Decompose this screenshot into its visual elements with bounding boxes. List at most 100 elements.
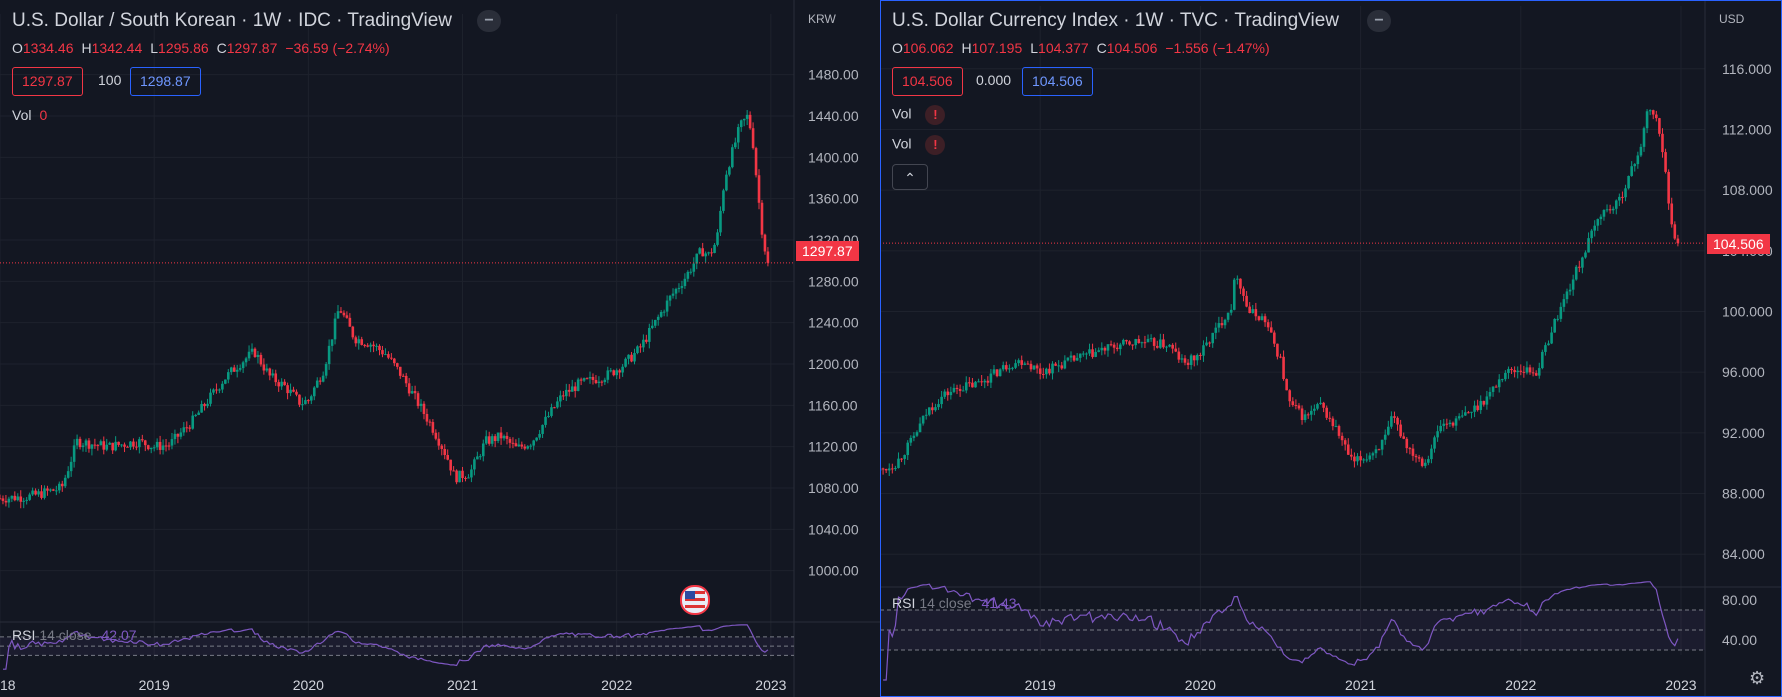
candle-body xyxy=(1664,152,1667,172)
candle-body xyxy=(1464,412,1467,416)
candle-body xyxy=(241,362,245,369)
candle-body xyxy=(1078,353,1082,358)
candle-body xyxy=(1414,455,1418,458)
candle-body xyxy=(961,390,965,392)
candle-body xyxy=(1655,114,1658,119)
usdkrw-chart[interactable]: 1480.001440.001400.001360.001320.001280.… xyxy=(0,0,880,697)
candle-body xyxy=(514,443,518,447)
candle-body xyxy=(1645,111,1649,129)
candle-body xyxy=(1140,342,1144,344)
volume-legend[interactable]: Vol 0 xyxy=(12,107,47,123)
candle-body xyxy=(943,391,946,397)
candle-body xyxy=(25,499,28,501)
candle-body xyxy=(212,389,215,393)
candle-body xyxy=(1220,323,1224,326)
candle-body xyxy=(206,403,209,407)
collapse-legend-icon[interactable]: − xyxy=(1367,10,1391,32)
buy-price-button[interactable]: 104.506 xyxy=(1022,67,1093,96)
candle-body xyxy=(1032,365,1036,370)
y-tick-label: 1280.00 xyxy=(808,273,859,289)
rsi-legend[interactable]: RSI 14 close 41.43 xyxy=(892,595,1017,611)
candle-body xyxy=(505,435,509,439)
candle-body xyxy=(958,389,962,391)
candle-body xyxy=(1581,257,1584,268)
candle-body xyxy=(283,381,286,386)
candle-body xyxy=(464,478,467,480)
candle-body xyxy=(401,375,405,377)
candle-body xyxy=(22,500,26,502)
candle-body xyxy=(725,174,728,191)
candle-body xyxy=(345,315,349,318)
candle-body xyxy=(440,445,444,449)
candle-body xyxy=(909,437,913,443)
collapse-indicators-button[interactable]: ⌃ xyxy=(892,164,928,190)
warning-icon[interactable]: ! xyxy=(925,105,946,125)
candle-body xyxy=(96,444,100,446)
candle-body xyxy=(1254,309,1258,317)
candle-body xyxy=(1313,408,1316,411)
buy-price-button[interactable]: 1298.87 xyxy=(130,67,201,96)
candle-body xyxy=(897,458,900,468)
dxy-chart[interactable]: 116.000112.000108.000104.000100.00096.00… xyxy=(880,0,1782,697)
candle-body xyxy=(1390,416,1393,427)
sell-price-button[interactable]: 104.506 xyxy=(892,67,963,96)
candle-body xyxy=(422,403,426,415)
currency-label[interactable]: USD xyxy=(1719,12,1745,26)
candle-body xyxy=(490,436,494,444)
candle-body xyxy=(1445,423,1449,425)
us-flag-event-icon[interactable] xyxy=(680,585,710,615)
open-value: 1334.46 xyxy=(22,40,74,56)
sell-price-button[interactable]: 1297.87 xyxy=(12,67,83,96)
y-tick-label: 88.000 xyxy=(1722,486,1765,502)
candle-body xyxy=(470,469,473,478)
candle-body xyxy=(1072,355,1076,361)
warning-icon[interactable]: ! xyxy=(925,135,946,155)
candle-body xyxy=(1300,408,1304,420)
x-tick-label: 2021 xyxy=(447,677,478,693)
candle-body xyxy=(884,468,888,471)
candle-body xyxy=(600,381,604,383)
candle-body xyxy=(1066,357,1070,361)
candle-body xyxy=(1507,368,1510,373)
x-tick-label: 2019 xyxy=(1025,677,1056,693)
candle-body xyxy=(1436,431,1439,438)
currency-label[interactable]: KRW xyxy=(808,12,836,26)
candle-body xyxy=(307,400,310,402)
candle-body xyxy=(164,445,168,447)
candle-body xyxy=(931,407,934,411)
candle-body xyxy=(719,210,722,233)
candle-body xyxy=(1026,363,1030,365)
volume-legend-1[interactable]: Vol! xyxy=(892,105,946,125)
candle-body xyxy=(259,354,263,365)
candle-body xyxy=(1556,318,1560,320)
candle-body xyxy=(185,427,189,429)
candle-body xyxy=(1029,363,1033,370)
chart-panel-dxy[interactable]: 116.000112.000108.000104.000100.00096.00… xyxy=(880,0,1782,697)
candle-body xyxy=(1054,363,1057,366)
collapse-legend-icon[interactable]: − xyxy=(477,10,501,32)
candle-body xyxy=(1377,449,1381,451)
candle-body xyxy=(277,382,281,387)
candle-body xyxy=(998,369,1002,377)
volume-legend-2[interactable]: Vol! xyxy=(892,135,946,155)
candle-body xyxy=(188,427,192,429)
candle-body xyxy=(934,407,937,411)
candle-body xyxy=(1448,422,1452,425)
candle-body xyxy=(84,440,88,446)
candle-body xyxy=(1316,404,1319,409)
candle-body xyxy=(312,387,316,397)
candle-body xyxy=(87,440,91,449)
chart-panel-usdkrw[interactable]: 1480.00 1440.00 1400.00 1360.00 1320.00 1280.… xyxy=(0,0,880,697)
candle-body xyxy=(1633,164,1637,167)
rsi-legend[interactable]: RSI 14 close 42.07 xyxy=(12,627,137,643)
candle-body xyxy=(1109,344,1113,346)
candle-body xyxy=(304,400,307,405)
candle-body xyxy=(1180,358,1184,360)
candle-body xyxy=(964,382,968,391)
candle-body xyxy=(1152,338,1156,346)
candle-body xyxy=(618,370,621,373)
settings-gear-icon[interactable]: ⚙ xyxy=(1749,668,1766,688)
last-price-tag: 104.506 xyxy=(1707,234,1770,254)
candle-body xyxy=(1420,458,1424,466)
candle-body xyxy=(200,403,203,413)
